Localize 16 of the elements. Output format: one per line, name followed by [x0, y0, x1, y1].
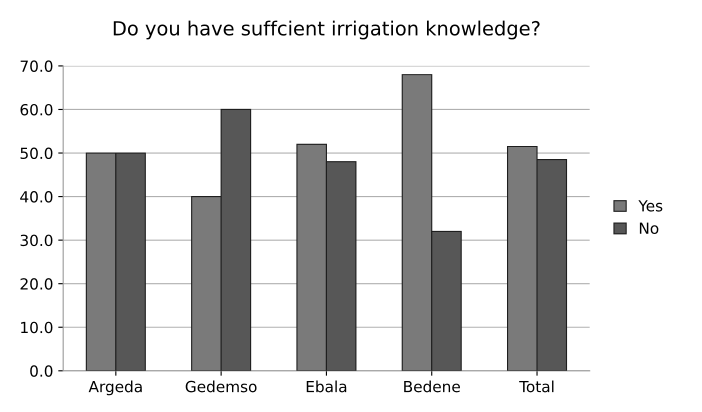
- x-tick-label: Gedemso: [186, 380, 257, 392]
- x-tick-label: Ebala: [306, 380, 346, 392]
- y-tick-label: 30.0: [20, 234, 52, 246]
- x-tick-label: Argeda: [88, 380, 142, 396]
- x-tick-label: Total: [519, 380, 554, 392]
- y-tick-label: 40.0: [20, 191, 52, 203]
- legend-label: No: [640, 222, 658, 234]
- y-tick-label: 10.0: [21, 322, 52, 334]
- y-tick-label: 60.0: [20, 104, 52, 116]
- chart-title: Do you have suffcient irrigation knowledge?: [114, 20, 540, 40]
- y-tick-label: 0.0: [30, 365, 52, 377]
- x-tick-label: Bedene: [404, 380, 460, 392]
- y-tick-label: 50.0: [20, 147, 52, 160]
- y-tick-label: 70.0: [20, 60, 52, 72]
- y-tick-label: 20.0: [20, 278, 52, 290]
- legend-label: Yes: [638, 200, 662, 212]
